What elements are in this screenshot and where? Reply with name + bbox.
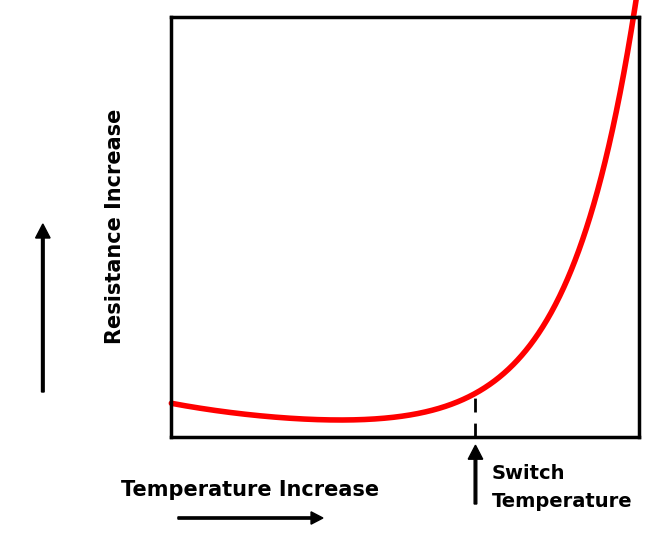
Text: Resistance Increase: Resistance Increase [105, 109, 125, 344]
Text: Temperature: Temperature [492, 492, 633, 511]
Text: Temperature Increase: Temperature Increase [121, 480, 380, 500]
Text: Switch: Switch [492, 464, 565, 483]
